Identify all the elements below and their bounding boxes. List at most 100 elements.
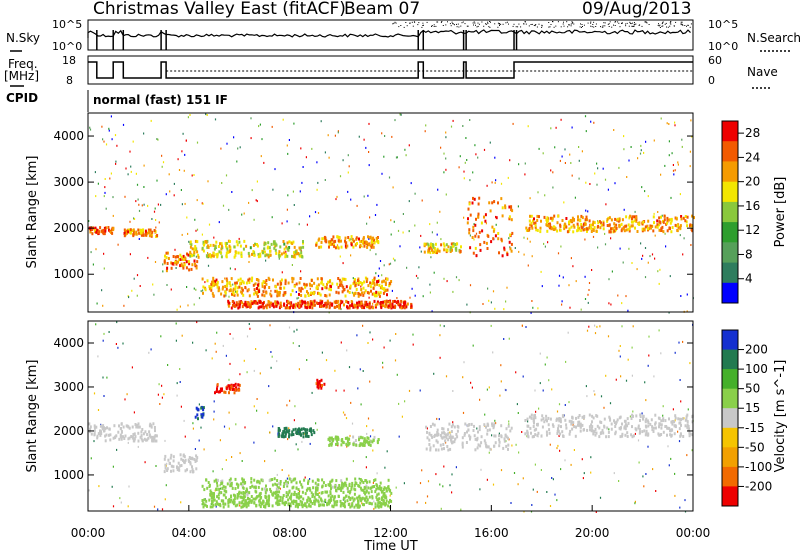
echo-cell [386,288,389,292]
echo-cell [302,245,305,249]
noise-search-point [590,21,592,23]
echo-cell [216,478,219,482]
echo-cell [577,415,580,419]
echo-cell [222,505,225,509]
echo-cell [245,501,248,505]
noise-search-point [422,25,424,26]
echo-cell [293,284,296,288]
speckle-point [399,245,401,248]
echo-cell [378,487,381,491]
echo-cell [337,437,340,441]
speckle-point [644,381,646,384]
echo-cell [365,280,368,283]
echo-cell [489,209,492,213]
echo-cell [303,300,306,304]
speckle-point [102,339,104,342]
echo-cell [548,428,551,432]
echo-cell [316,478,319,482]
speckle-point [92,263,94,266]
echo-cell [238,491,240,495]
echo-cell [286,254,289,258]
speckle-point [228,427,230,430]
echo-cell [216,252,219,256]
echo-cell [484,441,487,445]
speckle-point [104,178,106,180]
speckle-point [368,122,370,125]
echo-cell [234,281,237,285]
echo-cell [424,242,427,246]
echo-cell [184,458,187,462]
echo-cell [449,447,452,451]
echo-cell [360,301,363,305]
echo-cell [203,488,206,492]
echo-cell [231,292,233,296]
speckle-point [482,303,484,305]
echo-cell [179,464,182,468]
echo-cell [219,504,222,508]
noise-search-point [566,21,568,23]
echo-cell [359,498,362,502]
noise-search-point [478,23,480,25]
echo-cell [312,291,315,295]
echo-cell [320,245,323,249]
speckle-point [179,368,181,370]
echo-cell [341,486,344,490]
echo-cell [298,281,301,285]
echo-cell [637,426,640,430]
speckle-point [232,337,234,340]
echo-cell [214,280,217,284]
speckle-point [619,355,621,358]
echo-cell [400,306,403,310]
echo-cell [326,503,329,507]
frequency-panel-frame [87,55,694,85]
echo-cell [290,304,293,308]
echo-cell [250,477,253,481]
speckle-point [594,332,597,335]
speckle-point [488,451,490,454]
echo-cell [577,228,580,232]
echo-cell [257,278,260,282]
speckle-point [166,284,168,286]
noise-search-point [531,23,533,25]
echo-cell [236,243,239,247]
echo-cell [351,484,354,488]
echo-cell [686,215,689,219]
echo-cell [506,253,509,257]
speckle-point [529,197,531,200]
speckle-point [198,439,200,442]
echo-cell [366,277,369,281]
echo-cell [487,423,490,427]
echo-cell [429,425,432,428]
echo-cell [170,266,173,270]
speckle-point [689,362,691,365]
speckle-point [228,208,230,211]
speckle-point [455,276,458,279]
echo-cell [247,503,250,507]
speckle-point [264,460,266,463]
echo-cell [659,220,662,224]
echo-cell [432,245,435,249]
echo-cell [276,291,279,294]
speckle-point [573,449,575,451]
echo-cell [627,227,630,231]
echo-cell [140,437,143,441]
echo-cell [311,291,314,295]
speckle-point [683,417,685,420]
echo-cell [239,244,242,248]
speckle-point [554,146,556,149]
echo-cell [127,437,130,441]
speckle-point [623,135,625,138]
echo-cell [299,277,302,280]
speckle-point [238,237,240,240]
speckle-point [368,237,370,240]
speckle-point [128,485,130,488]
echo-cell [333,240,336,244]
echo-cell [257,485,260,489]
echo-cell [451,440,454,444]
echo-cell [299,254,302,258]
echo-cell [251,252,253,256]
speckle-point [494,181,496,184]
echo-cell [237,483,240,487]
echo-cell [256,294,259,298]
echo-cell [658,223,661,227]
